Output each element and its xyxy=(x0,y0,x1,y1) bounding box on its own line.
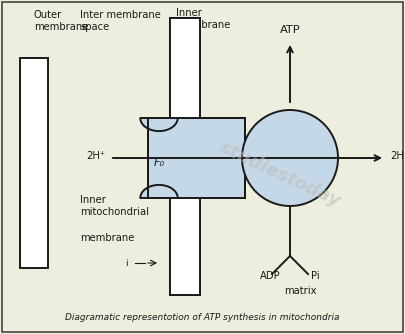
Text: ATP: ATP xyxy=(280,25,301,35)
Bar xyxy=(148,118,245,198)
Text: ADP: ADP xyxy=(260,271,280,281)
Text: Pi: Pi xyxy=(311,271,319,281)
Text: F₁: F₁ xyxy=(277,161,288,171)
Text: studiestoday: studiestoday xyxy=(217,139,343,211)
Bar xyxy=(170,198,200,295)
Bar xyxy=(170,198,200,295)
Text: matrix: matrix xyxy=(284,286,316,296)
Text: F₀: F₀ xyxy=(153,158,164,168)
Text: Diagramatic representotion of ATP synthesis in mitochondria: Diagramatic representotion of ATP synthe… xyxy=(65,313,339,322)
Text: 2H⁺: 2H⁺ xyxy=(390,151,405,161)
Polygon shape xyxy=(140,118,178,131)
Text: Outer
membrane: Outer membrane xyxy=(34,10,88,32)
Text: Inter membrane
space: Inter membrane space xyxy=(80,10,161,32)
Bar xyxy=(170,18,200,118)
Text: Inner
membrane: Inner membrane xyxy=(176,8,230,30)
Bar xyxy=(170,18,200,118)
Text: i: i xyxy=(126,259,128,268)
Text: 2H⁺: 2H⁺ xyxy=(86,151,105,161)
Bar xyxy=(171,19,198,119)
Polygon shape xyxy=(140,185,178,198)
Bar xyxy=(148,118,245,198)
Circle shape xyxy=(242,110,338,206)
Bar xyxy=(20,58,48,268)
Text: Inner
mitochondrial: Inner mitochondrial xyxy=(80,195,149,217)
Text: membrane: membrane xyxy=(80,233,134,243)
